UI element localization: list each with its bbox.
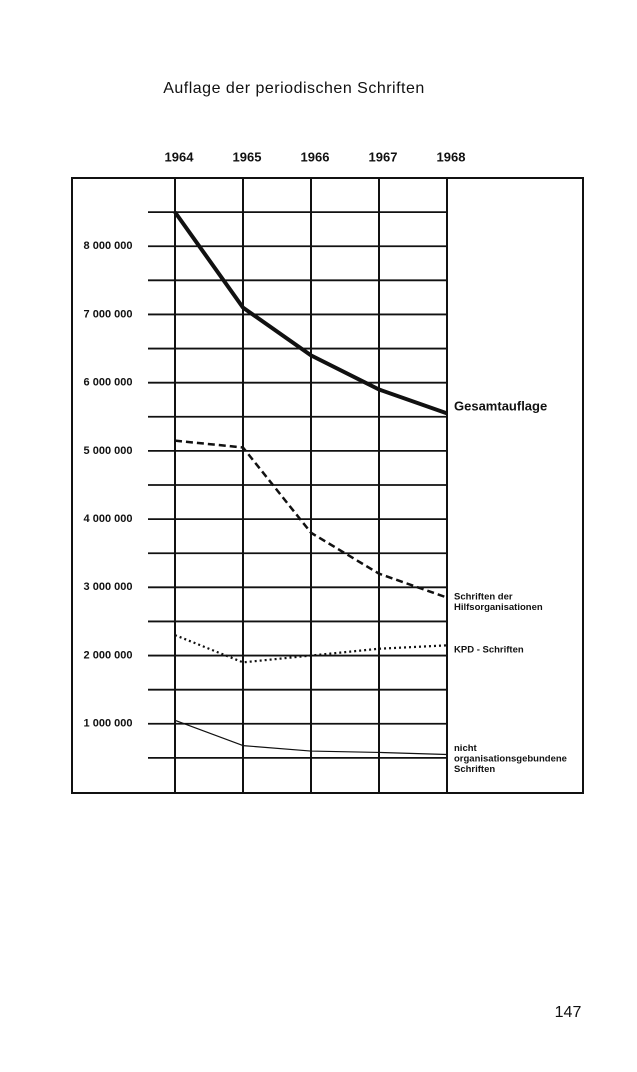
page-number: 147 xyxy=(555,1004,582,1021)
x-tick-label: 1968 xyxy=(437,149,466,164)
y-tick-label: 3 000 000 xyxy=(84,581,133,593)
series-line xyxy=(173,210,448,416)
y-tick-label: 7 000 000 xyxy=(84,308,133,320)
frame xyxy=(71,177,584,794)
series-label: nicht organisationsgebundene Schriften xyxy=(454,742,567,774)
series-line xyxy=(174,719,448,756)
series-label: KPD - Schriften xyxy=(454,644,524,655)
y-tick-label: 2 000 000 xyxy=(84,649,133,661)
y-tick-label: 5 000 000 xyxy=(84,445,133,457)
y-tick-label: 1 000 000 xyxy=(84,718,133,730)
x-tick-label: 1965 xyxy=(233,149,262,164)
series-line xyxy=(174,634,448,664)
y-tick-label: 4 000 000 xyxy=(84,513,133,525)
x-tick-label: 1964 xyxy=(165,149,195,164)
x-tick-label: 1967 xyxy=(369,149,398,164)
chart-title: Auflage der periodischen Schriften xyxy=(163,80,425,97)
y-tick-label: 6 000 000 xyxy=(84,377,133,389)
series-label: Gesamtauflage xyxy=(454,399,547,414)
y-tick-label: 8 000 000 xyxy=(84,240,133,252)
x-tick-label: 1966 xyxy=(301,149,330,164)
series-line xyxy=(174,439,448,599)
series-label: Schriften der Hilfsorganisationen xyxy=(454,591,543,613)
